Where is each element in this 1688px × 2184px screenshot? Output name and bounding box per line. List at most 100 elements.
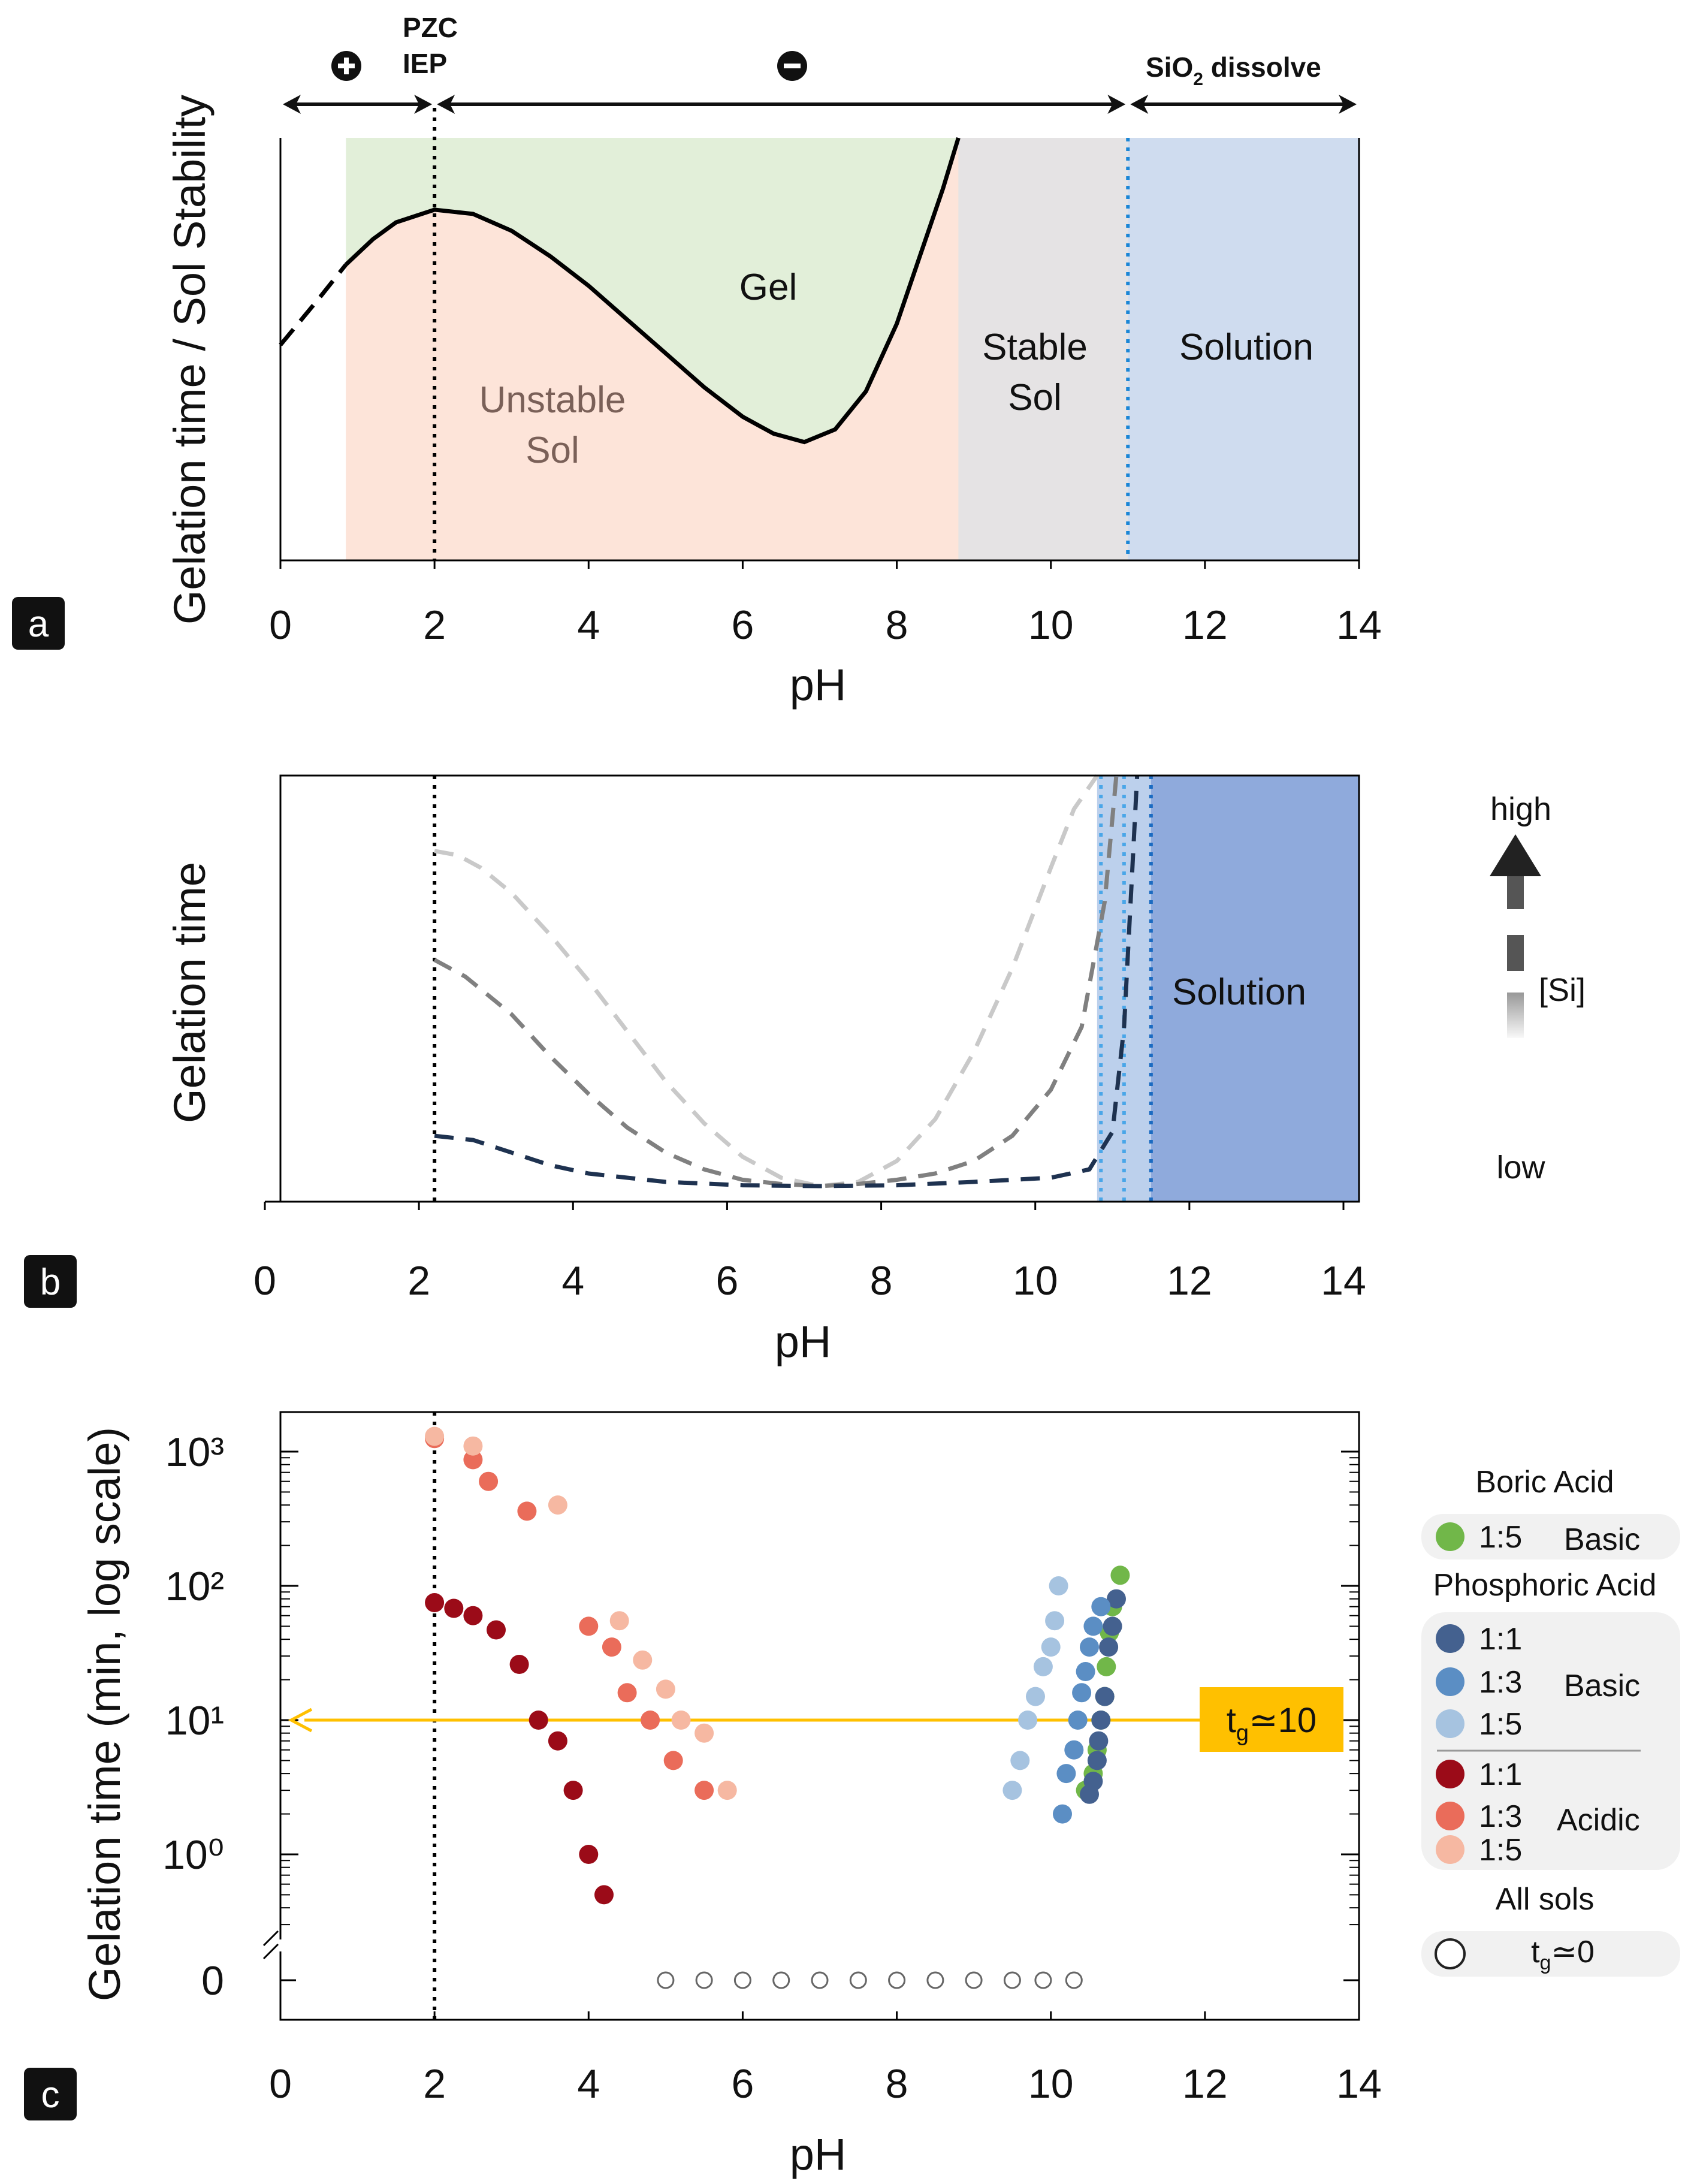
panel-a: 0 2 4 6 8 10 12 14 Gel Unstable Sol Stable Sol …: [12, 12, 1382, 710]
data-point: [529, 1711, 548, 1730]
y-tick-label: 10³: [165, 1429, 224, 1475]
data-point: [663, 1751, 683, 1770]
tg10-label: tg≃10: [1227, 1701, 1316, 1746]
unstable-sol-label-2: Sol: [526, 430, 579, 471]
y-axis-c: 0 10⁰ 10¹ 10² 10³: [162, 1429, 1359, 2004]
legend-marker-p-1-1-basic: [1436, 1624, 1464, 1653]
panel-label-a-badge: [12, 597, 65, 650]
data-point: [1002, 1781, 1022, 1800]
x-axis-b-tick-label: 4: [561, 1258, 584, 1304]
ylabel-a: Gelation time / Sol Stability: [165, 95, 215, 625]
data-point: [617, 1683, 637, 1703]
data-point: [965, 1971, 983, 1989]
x-axis-b-tick-label: 14: [1321, 1258, 1366, 1304]
legend-label-p-1-3-basic: 1:3: [1479, 1665, 1522, 1700]
x-axis-a-tick-label: 2: [423, 602, 446, 648]
x-axis-b: 0 2 4 6 8 10 12 14: [253, 1200, 1366, 1304]
x-axis-a-tick-label: 10: [1028, 602, 1074, 648]
series-line: [434, 774, 1099, 1188]
data-point: [463, 1450, 483, 1470]
data-point: [594, 1885, 614, 1905]
data-point: [1053, 1804, 1072, 1824]
data-point: [1045, 1611, 1065, 1631]
data-point: [695, 1971, 713, 1989]
axis-break-mark: [262, 1930, 279, 1947]
up-arrow-icon: [1490, 834, 1541, 909]
xlabel-b: pH: [775, 1317, 832, 1366]
region-stable-sol: [958, 138, 1128, 560]
data-point: [1091, 1711, 1111, 1730]
x-axis-b-tick-label: 0: [253, 1258, 276, 1304]
data-point: [609, 1611, 629, 1631]
x-axis-b-tick-label: 8: [870, 1258, 893, 1304]
region-solution: [1128, 138, 1359, 560]
negative-charge-icon: [777, 51, 807, 81]
data-point: [425, 1593, 445, 1612]
gel-label: Gel: [739, 267, 797, 308]
reference-arrow-head: [288, 1708, 313, 1733]
arrow-head-left: [283, 95, 301, 114]
si-gradient-bar: [1507, 935, 1524, 971]
x-axis-b-tick-label: 6: [716, 1258, 739, 1304]
region-unstable-sol: [346, 138, 959, 560]
panel-label-b: b: [40, 1262, 61, 1303]
data-point: [425, 1426, 445, 1446]
x-axis-c-tick-label: 2: [423, 2061, 446, 2107]
data-point: [1110, 1565, 1130, 1585]
data-point: [479, 1471, 499, 1491]
data-point: [1049, 1576, 1068, 1595]
iep-label: IEP: [403, 48, 447, 79]
arrow-head-right: [1107, 95, 1126, 114]
unstable-sol-label-1: Unstable: [479, 379, 626, 421]
data-point: [671, 1711, 691, 1730]
data-point: [888, 1971, 906, 1989]
data-point: [926, 1971, 944, 1989]
arrow-head-right: [1339, 95, 1357, 114]
xlabel-c: pH: [790, 2129, 847, 2179]
data-point: [633, 1650, 653, 1670]
data-point: [656, 1679, 675, 1699]
data-point: [509, 1655, 529, 1674]
data-point: [1034, 1971, 1052, 1989]
y-tick-label: 10⁰: [162, 1832, 224, 1878]
stable-sol-label-1: Stable: [982, 327, 1088, 368]
x-axis-c-tick-label: 8: [886, 2061, 908, 2107]
pzc-label: PZC: [403, 12, 458, 43]
data-point: [1080, 1637, 1099, 1657]
legend-label-p-1-1-basic: 1:1: [1479, 1622, 1522, 1657]
data-point: [579, 1616, 599, 1636]
x-axis-a-tick-label: 12: [1182, 602, 1228, 648]
x-axis-b-tick-label: 10: [1013, 1258, 1058, 1304]
boundary-curve: [344, 137, 961, 445]
data-point: [1064, 1740, 1084, 1760]
legend-si-label: [Si]: [1539, 972, 1586, 1008]
y-tick-label: 10²: [165, 1564, 224, 1609]
legend-high-label: high: [1490, 791, 1551, 827]
series-line: [434, 775, 1140, 1188]
arrow-head-left: [437, 95, 455, 114]
data-point: [1056, 1764, 1076, 1784]
legend-group-phosphoric-basic: Basic: [1564, 1669, 1640, 1703]
legend-label-p-1-5-basic: 1:5: [1479, 1707, 1522, 1742]
x-axis-c-tick-label: 14: [1336, 2061, 1382, 2107]
reference-line-tg10: [288, 1708, 1200, 1733]
legend-marker-all: [1435, 1938, 1466, 1969]
data-point: [1003, 1971, 1021, 1989]
data-point: [1095, 1687, 1115, 1706]
x-axis-a-tick-label: 4: [577, 602, 600, 648]
legend-title-phosphoric: Phosphoric Acid: [1433, 1568, 1657, 1603]
x-axis-a-tick-label: 0: [269, 602, 292, 648]
x-axis-a-tick-label: 6: [732, 602, 754, 648]
x-axis-c-tick-label: 0: [269, 2061, 292, 2107]
legend-marker-p-1-5-acidic: [1436, 1835, 1464, 1864]
data-point: [563, 1781, 583, 1800]
x-axis-b-tick-label: 2: [407, 1258, 430, 1304]
data-point: [1072, 1683, 1092, 1703]
ylabel-c: Gelation time (min, log scale): [80, 1427, 129, 2001]
positive-charge-icon: [331, 51, 361, 81]
data-point: [1010, 1751, 1030, 1770]
stable-sol-label-2: Sol: [1008, 377, 1062, 418]
data-point: [517, 1501, 537, 1521]
y-tick-label: 10¹: [165, 1698, 224, 1743]
data-point: [1076, 1662, 1095, 1681]
